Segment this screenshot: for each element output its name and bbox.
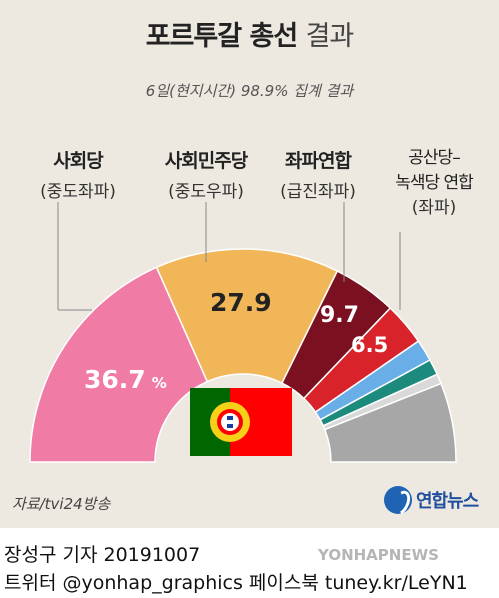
value-label-ps: 36.7%	[84, 365, 167, 394]
party-name-psd: 사회민주당	[164, 150, 248, 172]
party-name-be: 좌파연합	[285, 150, 352, 172]
yonhap-logo: 연합뉴스	[384, 483, 479, 517]
value-label-psd: 27.9	[210, 288, 272, 317]
chart-segments	[29, 248, 457, 463]
results-chart: 36.7% 27.9 9.7 6.5	[29, 202, 457, 463]
chart-title: 포르투갈 총선 결과	[0, 14, 499, 53]
title-bold: 포르투갈 총선	[145, 21, 298, 52]
party-name-cdu-2: 녹색당 연합	[395, 173, 474, 193]
value-label-cdu: 6.5	[351, 333, 388, 357]
footer-credit: 장성구 기자 20191007	[4, 544, 201, 566]
party-tag-be: (급진좌파)	[280, 182, 356, 202]
party-tag-cdu: (좌파)	[411, 198, 457, 218]
flag-quina-1	[227, 416, 233, 420]
label-socialist-party: 사회당 (중도좌파)	[18, 146, 138, 202]
flag-quina-2	[227, 424, 233, 428]
watermark: YONHAPNEWS	[318, 546, 439, 564]
label-left-bloc: 좌파연합 (급진좌파)	[262, 146, 374, 202]
chart-subtitle: 6일(현지시간) 98.9% 집계 결과	[145, 82, 354, 100]
party-tag-ps: (중도좌파)	[40, 182, 116, 202]
value-label-be: 9.7	[320, 303, 359, 328]
flag-shield-inner	[221, 413, 239, 431]
label-social-democratic-party: 사회민주당 (중도우파)	[132, 146, 280, 202]
party-tag-psd: (중도우파)	[168, 182, 244, 202]
yonhap-logo-icon	[384, 486, 412, 514]
title-light: 결과	[305, 21, 355, 52]
leader-lines	[57, 202, 401, 311]
segment-0	[29, 266, 209, 463]
source-note: 자료/tvi24방송	[12, 495, 111, 513]
segment-1	[155, 248, 339, 385]
footer-links: 트위터 @yonhap_graphics 페이스북 tuney.kr/LeYN1	[4, 572, 468, 594]
party-name-ps: 사회당	[53, 150, 103, 172]
yonhap-logo-text: 연합뉴스	[416, 491, 479, 512]
segment-7	[323, 382, 457, 463]
label-cdu: 공산당– 녹색당 연합 (좌파)	[372, 146, 496, 221]
party-name-cdu-1: 공산당–	[408, 148, 460, 168]
portugal-flag-icon	[190, 388, 292, 456]
